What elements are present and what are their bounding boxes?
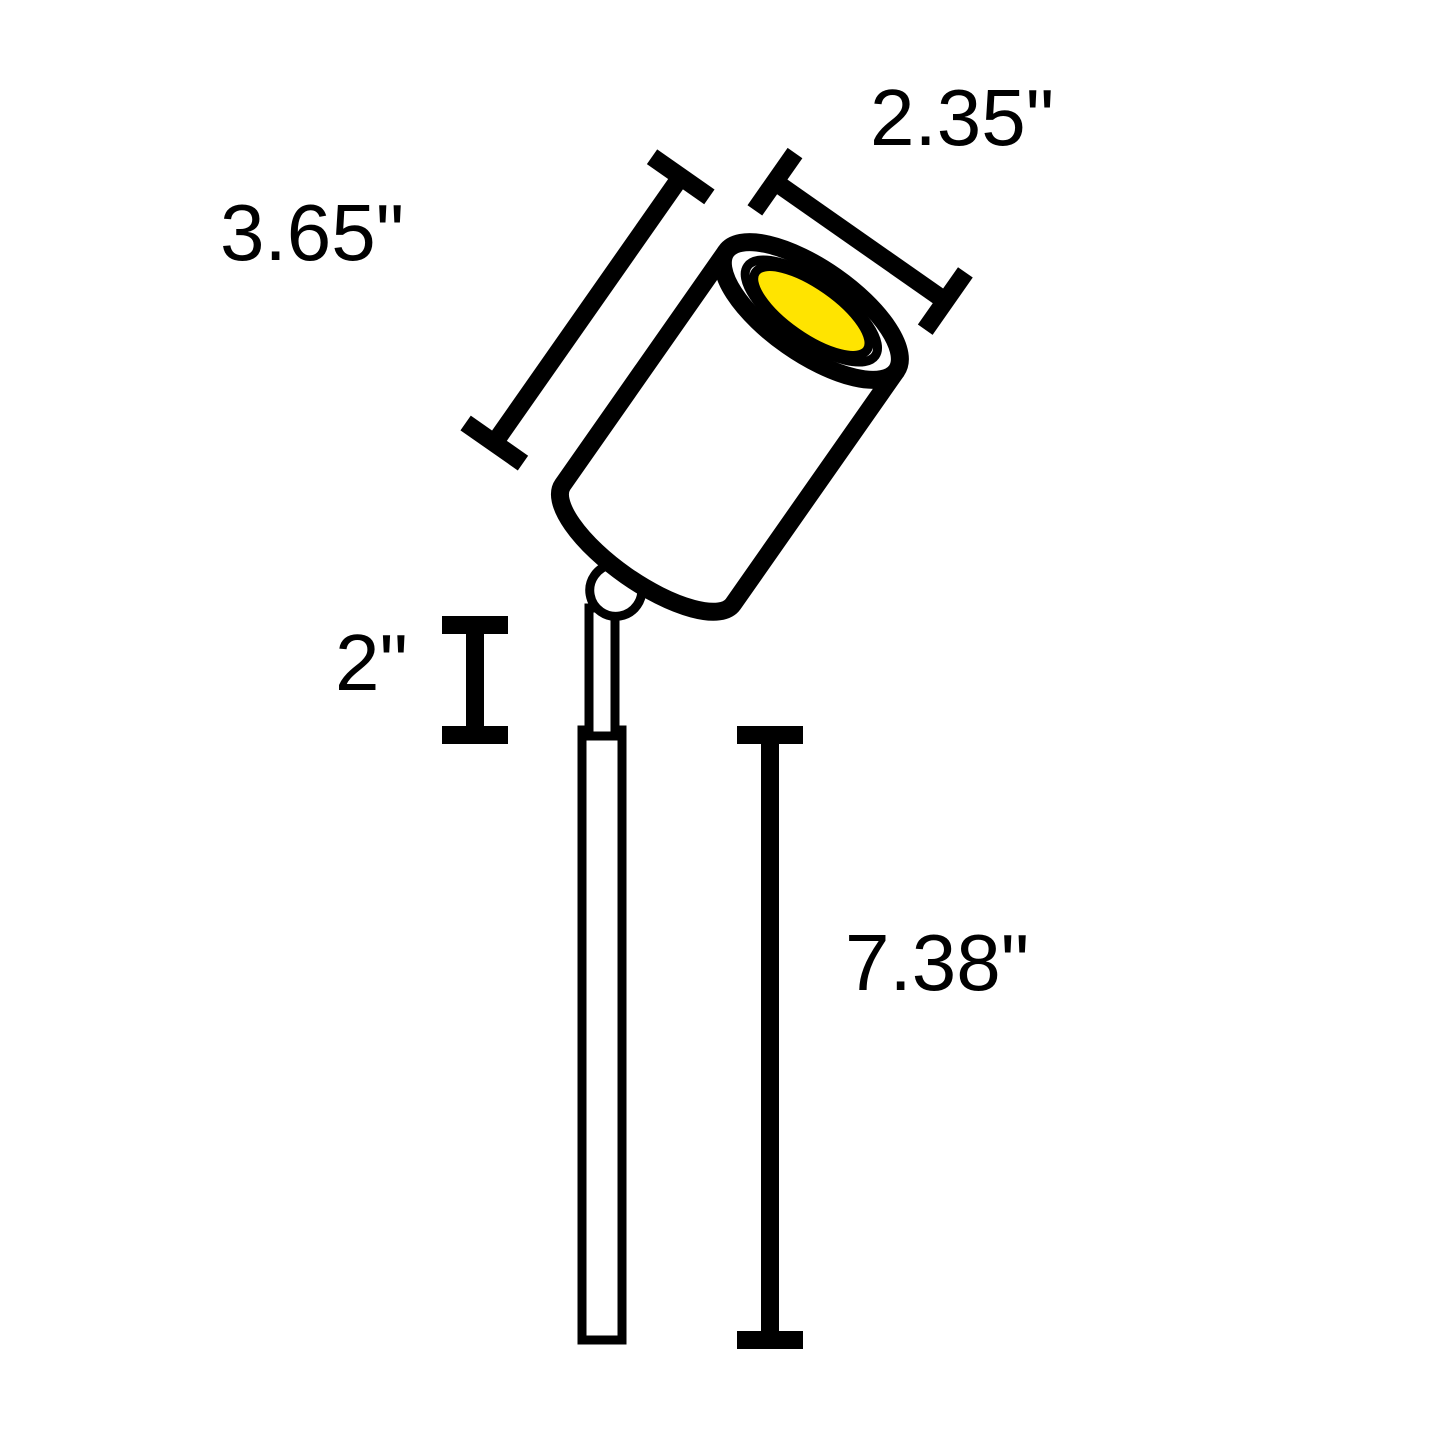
stake-body: [582, 730, 622, 1340]
label-neck-height: 2": [335, 618, 408, 707]
label-head-diameter: 2.35": [870, 73, 1054, 162]
label-stake-height: 7.38": [845, 918, 1029, 1007]
dimension-diagram: 2.35" 3.65" 2" 7.38": [0, 0, 1445, 1445]
dim-neck-height: [442, 625, 508, 735]
label-head-length: 3.65": [220, 188, 404, 277]
head-assembly: [516, 217, 921, 671]
fixture-drawing: [516, 217, 921, 1340]
dim-stake-height: [737, 735, 803, 1340]
neck-body: [589, 608, 615, 736]
